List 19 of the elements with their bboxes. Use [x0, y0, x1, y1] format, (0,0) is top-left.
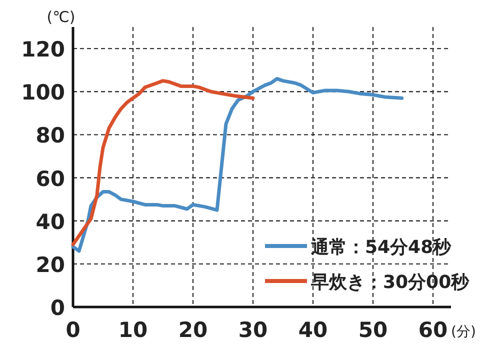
x-tick-label: 40: [298, 318, 328, 342]
y-tick-label: 120: [21, 38, 65, 62]
y-tick-label: 60: [36, 166, 65, 191]
y-tick-label: 20: [36, 252, 65, 277]
line-series: [71, 79, 255, 246]
x-tick-label: 20: [178, 318, 208, 342]
x-tick-label: 0: [66, 318, 80, 342]
x-axis-title: (分): [451, 324, 476, 340]
y-axis-title: (℃): [46, 8, 76, 26]
y-tick-label: 0: [50, 296, 65, 320]
y-tick-label: 40: [36, 210, 65, 234]
y-tick-label: 80: [36, 124, 65, 148]
legend-label: 早炊き：30分00秒: [310, 272, 470, 293]
x-tick-label: 10: [118, 318, 148, 342]
x-tick-label: 50: [358, 318, 388, 342]
x-tick-label: 60: [418, 318, 448, 342]
legend-label: 通常：54分48秒: [310, 237, 452, 258]
x-tick-label: 30: [238, 318, 268, 342]
y-tick-label: 100: [21, 80, 65, 105]
